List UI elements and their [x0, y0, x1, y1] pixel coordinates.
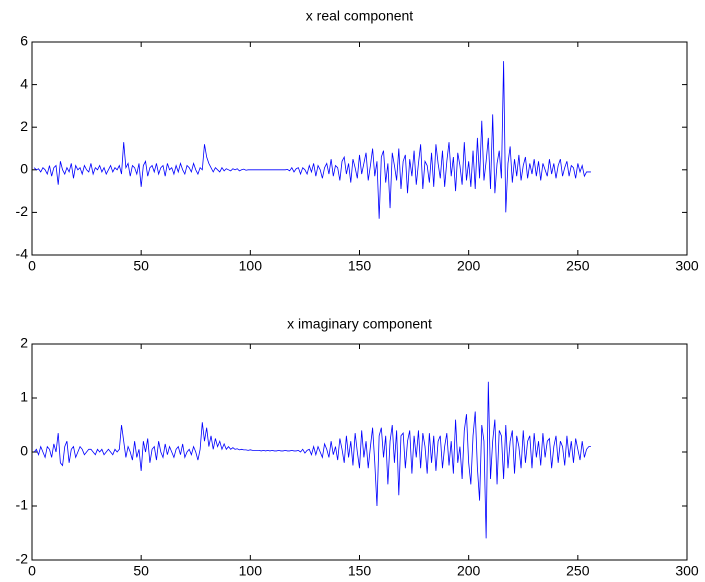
x-tick-label: 50: [133, 563, 149, 579]
y-tick-label: 2: [20, 118, 28, 134]
x-tick-label: 150: [348, 258, 372, 274]
x-tick-label: 100: [239, 563, 263, 579]
y-tick-label: -2: [16, 551, 29, 567]
plot-area: [31, 41, 688, 256]
y-tick-label: -2: [16, 203, 29, 219]
x-tick-label: 0: [28, 563, 36, 579]
y-tick-label: 0: [20, 443, 28, 459]
x-tick-label: 250: [566, 563, 590, 579]
y-tick-label: -4: [16, 246, 29, 262]
data-line: [33, 381, 591, 539]
x-tick-label: 300: [675, 258, 699, 274]
x-tick-label: 300: [675, 563, 699, 579]
y-tick-label: 2: [20, 335, 28, 351]
x-tick-label: 200: [457, 563, 481, 579]
plot-area: [31, 343, 688, 561]
chart-title: x imaginary component: [287, 316, 432, 332]
y-tick-label: 4: [20, 75, 28, 91]
y-tick-label: 1: [20, 389, 28, 405]
x-tick-label: 250: [566, 258, 590, 274]
x-tick-label: 200: [457, 258, 481, 274]
x-tick-label: 0: [28, 258, 36, 274]
x-tick-label: 150: [348, 563, 372, 579]
x-tick-label: 100: [239, 258, 263, 274]
data-line: [33, 61, 591, 219]
y-tick-label: 0: [20, 161, 28, 177]
y-tick-label: -1: [16, 497, 29, 513]
chart-title: x real component: [306, 8, 414, 24]
y-tick-label: 6: [20, 33, 28, 49]
x-tick-label: 50: [133, 258, 149, 274]
